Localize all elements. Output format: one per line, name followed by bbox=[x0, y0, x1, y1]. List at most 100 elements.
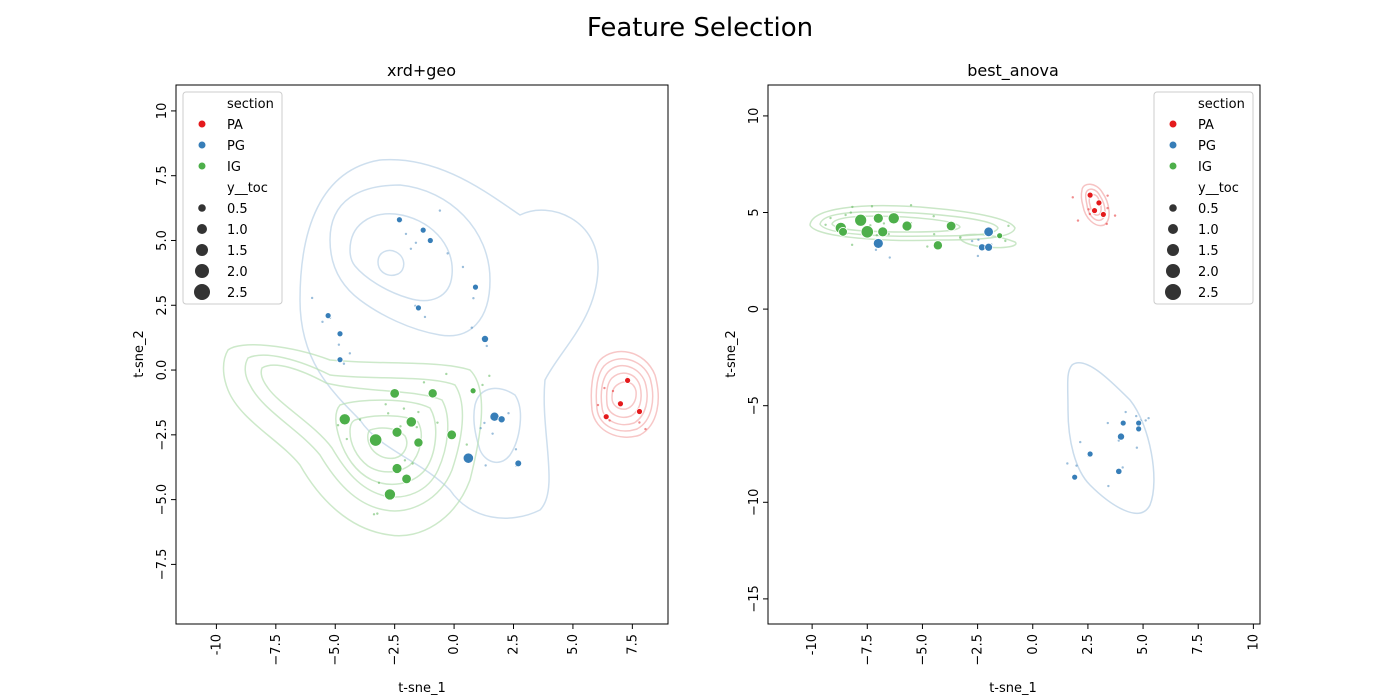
sample-dot bbox=[851, 205, 854, 209]
figure-title: Feature Selection bbox=[587, 13, 813, 43]
scatter-point-pg bbox=[984, 242, 994, 252]
sample-dot bbox=[932, 232, 936, 236]
sample-dot bbox=[336, 423, 340, 427]
scatter-point-ig bbox=[413, 437, 424, 448]
x-tick-label: −2.5 bbox=[388, 634, 403, 666]
sample-dot bbox=[959, 236, 962, 239]
sample-dot bbox=[1004, 239, 1007, 243]
sample-dot bbox=[875, 233, 879, 237]
scatter-point-ig bbox=[872, 212, 884, 224]
legend-size-marker bbox=[194, 284, 210, 300]
scatter-point-ig bbox=[427, 388, 438, 399]
legend-marker-pg bbox=[1168, 140, 1178, 150]
y-tick-label: 7.5 bbox=[155, 165, 170, 186]
scatter-point-pg bbox=[462, 452, 474, 464]
scatter-point-ig bbox=[996, 232, 1004, 240]
sample-dot bbox=[436, 421, 439, 424]
legend-size-marker bbox=[1168, 224, 1178, 234]
scatter-point-ig bbox=[369, 433, 383, 447]
sample-dot bbox=[507, 411, 510, 415]
sample-dot bbox=[644, 427, 647, 431]
kde-contour-pa bbox=[605, 372, 642, 418]
scatter-point-pa bbox=[636, 408, 643, 415]
sample-dot bbox=[411, 462, 414, 465]
x-tick-label: 7.5 bbox=[1191, 634, 1206, 655]
scatter-point-pg bbox=[396, 216, 403, 224]
legend-size-marker bbox=[1169, 204, 1177, 212]
sample-dot bbox=[483, 421, 486, 425]
sample-dot bbox=[470, 326, 474, 329]
sample-dot bbox=[422, 381, 426, 384]
sample-dot bbox=[423, 315, 427, 319]
y-axis-label: t-sne_2 bbox=[132, 330, 147, 378]
scatter-point-ig bbox=[401, 473, 412, 485]
x-axis-label: t-sne_1 bbox=[398, 681, 446, 696]
sample-dot bbox=[608, 419, 611, 422]
scatter-point-ig bbox=[945, 220, 957, 232]
x-tick-label: 7.5 bbox=[625, 634, 640, 655]
sample-dot bbox=[1147, 416, 1150, 420]
legend-size-label: 2.5 bbox=[227, 286, 248, 301]
kde-contour-pg bbox=[473, 387, 522, 464]
legend-size-marker bbox=[196, 244, 208, 256]
y-axis-ticks: −15 −10 −5 0 5 10 bbox=[747, 108, 768, 613]
sample-dot bbox=[488, 374, 491, 378]
legend-label: IG bbox=[1198, 160, 1212, 175]
y-tick-label: 5 bbox=[747, 208, 762, 216]
legend-marker-ig bbox=[197, 161, 207, 171]
y-tick-label: 10 bbox=[747, 108, 762, 125]
sample-dot bbox=[1124, 410, 1127, 414]
sample-dot bbox=[403, 459, 407, 462]
x-tick-label: −7.5 bbox=[860, 634, 875, 666]
sample-dot bbox=[1066, 462, 1069, 465]
scatter-point-ig bbox=[838, 227, 848, 237]
sample-dot bbox=[976, 254, 980, 258]
x-axis-label: t-sne_1 bbox=[989, 681, 1037, 696]
sample-dot bbox=[377, 481, 381, 485]
y-tick-label: 0.0 bbox=[155, 360, 170, 381]
scatter-point-pg bbox=[983, 226, 994, 238]
x-tick-label: 0.0 bbox=[1026, 634, 1041, 655]
legend-marker-pg bbox=[197, 140, 207, 150]
scatter-point-pa bbox=[1086, 191, 1094, 199]
sample-dot bbox=[882, 222, 886, 225]
sample-dot bbox=[1106, 206, 1109, 210]
scatter-point-pg bbox=[1115, 467, 1123, 475]
sample-dot bbox=[870, 205, 874, 208]
scatter-points bbox=[324, 216, 643, 501]
sample-dot bbox=[479, 426, 482, 430]
scatter-point-pg bbox=[1119, 419, 1127, 427]
legend-size-title: y__toc bbox=[227, 181, 268, 196]
y-tick-label: −2.5 bbox=[155, 419, 170, 451]
scatter-point-ig bbox=[854, 213, 868, 227]
sample-dot bbox=[402, 407, 406, 410]
sample-dot bbox=[345, 437, 349, 441]
scatter-point-pg bbox=[1117, 432, 1126, 441]
scatter-point-pg bbox=[324, 312, 332, 320]
scatter-point-pg bbox=[514, 459, 523, 468]
legend-marker-ig bbox=[1168, 161, 1178, 171]
scatter-point-pg bbox=[336, 330, 344, 338]
sample-dot bbox=[415, 425, 418, 429]
sample-dot bbox=[970, 239, 974, 243]
scatter-point-ig bbox=[446, 429, 457, 441]
y-tick-label: 0 bbox=[747, 305, 762, 313]
x-tick-label: −2.5 bbox=[971, 634, 986, 666]
sample-dot bbox=[446, 252, 449, 255]
x-tick-label: −5.0 bbox=[328, 634, 343, 666]
scatter-point-ig bbox=[887, 212, 900, 225]
scatter-point-pg bbox=[426, 237, 434, 244]
sample-dot bbox=[445, 372, 448, 376]
sample-dot bbox=[491, 432, 494, 435]
y-tick-label: 10 bbox=[155, 103, 170, 120]
sample-dot bbox=[384, 403, 387, 406]
scatter-point-pg bbox=[872, 238, 884, 249]
scatter-point-pg bbox=[480, 334, 489, 343]
sample-dot bbox=[887, 232, 890, 236]
scatter-point-pg bbox=[1135, 425, 1143, 433]
sample-dot bbox=[372, 513, 376, 516]
scatter-point-pa bbox=[1099, 211, 1107, 218]
sample-dot bbox=[926, 245, 929, 248]
x-tick-label: −5.0 bbox=[915, 634, 930, 666]
